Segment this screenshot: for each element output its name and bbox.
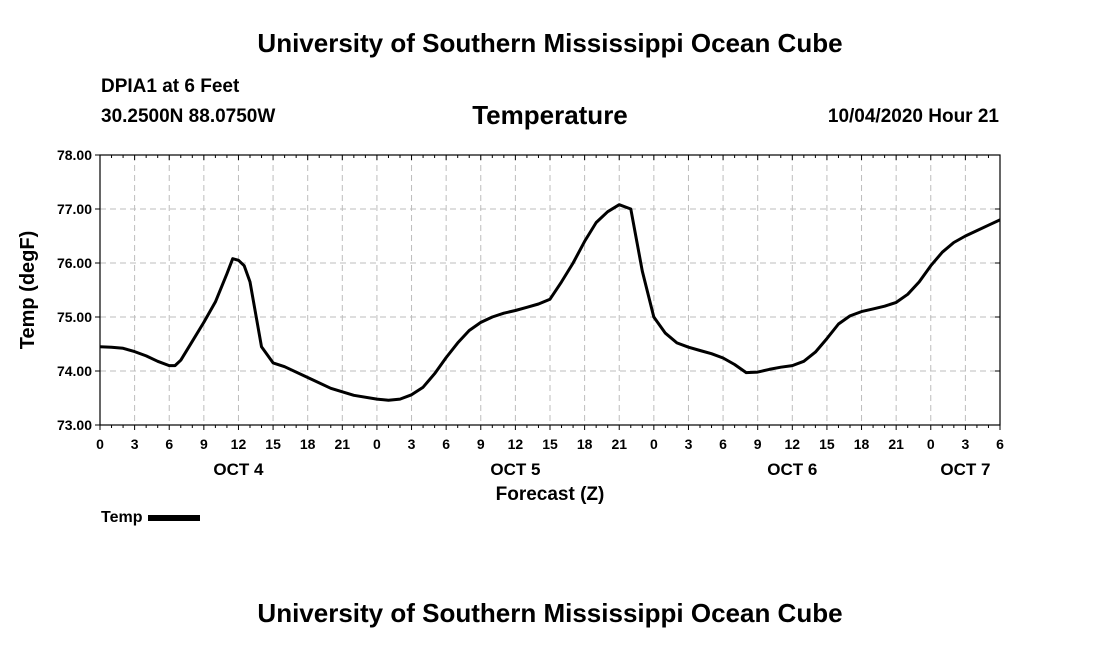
date-label: OCT 4 [213, 460, 264, 479]
x-tick-label: 18 [577, 436, 593, 452]
date-label: OCT 7 [940, 460, 990, 479]
x-tick-label: 21 [888, 436, 904, 452]
x-axis-label: Forecast (Z) [496, 484, 605, 505]
run-time: 10/04/2020 Hour 21 [827, 106, 999, 127]
x-tick-label: 0 [373, 436, 381, 452]
x-tick-label: 3 [131, 436, 139, 452]
x-tick-label: 3 [961, 436, 969, 452]
y-tick-label: 76.00 [57, 255, 92, 271]
y-tick-label: 75.00 [57, 309, 92, 325]
x-tick-label: 3 [408, 436, 416, 452]
x-tick-label: 3 [685, 436, 693, 452]
legend-line-swatch [148, 514, 201, 521]
header-title: University of Southern Mississippi Ocean… [257, 28, 843, 58]
station-name: DPIA1 at 6 Feet [101, 76, 240, 97]
y-axis-label: Temp (degF) [17, 231, 39, 350]
series-line-temp [100, 203, 1000, 402]
footer-title: University of Southern Mississippi Ocean… [257, 598, 843, 628]
grid [100, 155, 1000, 425]
x-tick-label: 9 [754, 436, 762, 452]
x-tick-label: 6 [996, 436, 1004, 452]
y-tick-label: 74.00 [57, 363, 92, 379]
x-tick-label: 6 [165, 436, 173, 452]
y-tick-label: 73.00 [57, 417, 92, 433]
station-coords: 30.2500N 88.0750W [101, 106, 276, 127]
x-tick-label: 12 [785, 436, 801, 452]
x-tick-label: 21 [611, 436, 627, 452]
x-tick-label: 12 [231, 436, 247, 452]
axis-ticks: 0 3 6 9 12 15 18 21 0 3 6 9 12 15 18 21 0 3 6 9 12 15 18 21 0 3 6 7… [57, 147, 1004, 479]
x-tick-label: 0 [96, 436, 104, 452]
x-tick-label: 21 [335, 436, 351, 452]
x-tick-label: 18 [300, 436, 316, 452]
legend-label: Temp [101, 509, 143, 526]
x-tick-label: 9 [200, 436, 208, 452]
x-tick-label: 6 [719, 436, 727, 452]
x-tick-label: 6 [442, 436, 450, 452]
date-label: OCT 5 [490, 460, 540, 479]
x-tick-label: 9 [477, 436, 485, 452]
x-tick-label: 0 [927, 436, 935, 452]
x-tick-label: 18 [854, 436, 870, 452]
x-tick-label: 12 [508, 436, 524, 452]
x-tick-label: 15 [542, 436, 558, 452]
date-label: OCT 6 [767, 460, 817, 479]
legend: Temp [101, 509, 201, 527]
x-tick-label: 15 [265, 436, 281, 452]
x-tick-label: 15 [819, 436, 835, 452]
y-tick-label: 77.00 [57, 201, 92, 217]
y-tick-label: 78.00 [57, 147, 92, 163]
x-tick-label: 0 [650, 436, 658, 452]
series-layer [100, 203, 1000, 402]
chart-title: Temperature [472, 100, 628, 130]
